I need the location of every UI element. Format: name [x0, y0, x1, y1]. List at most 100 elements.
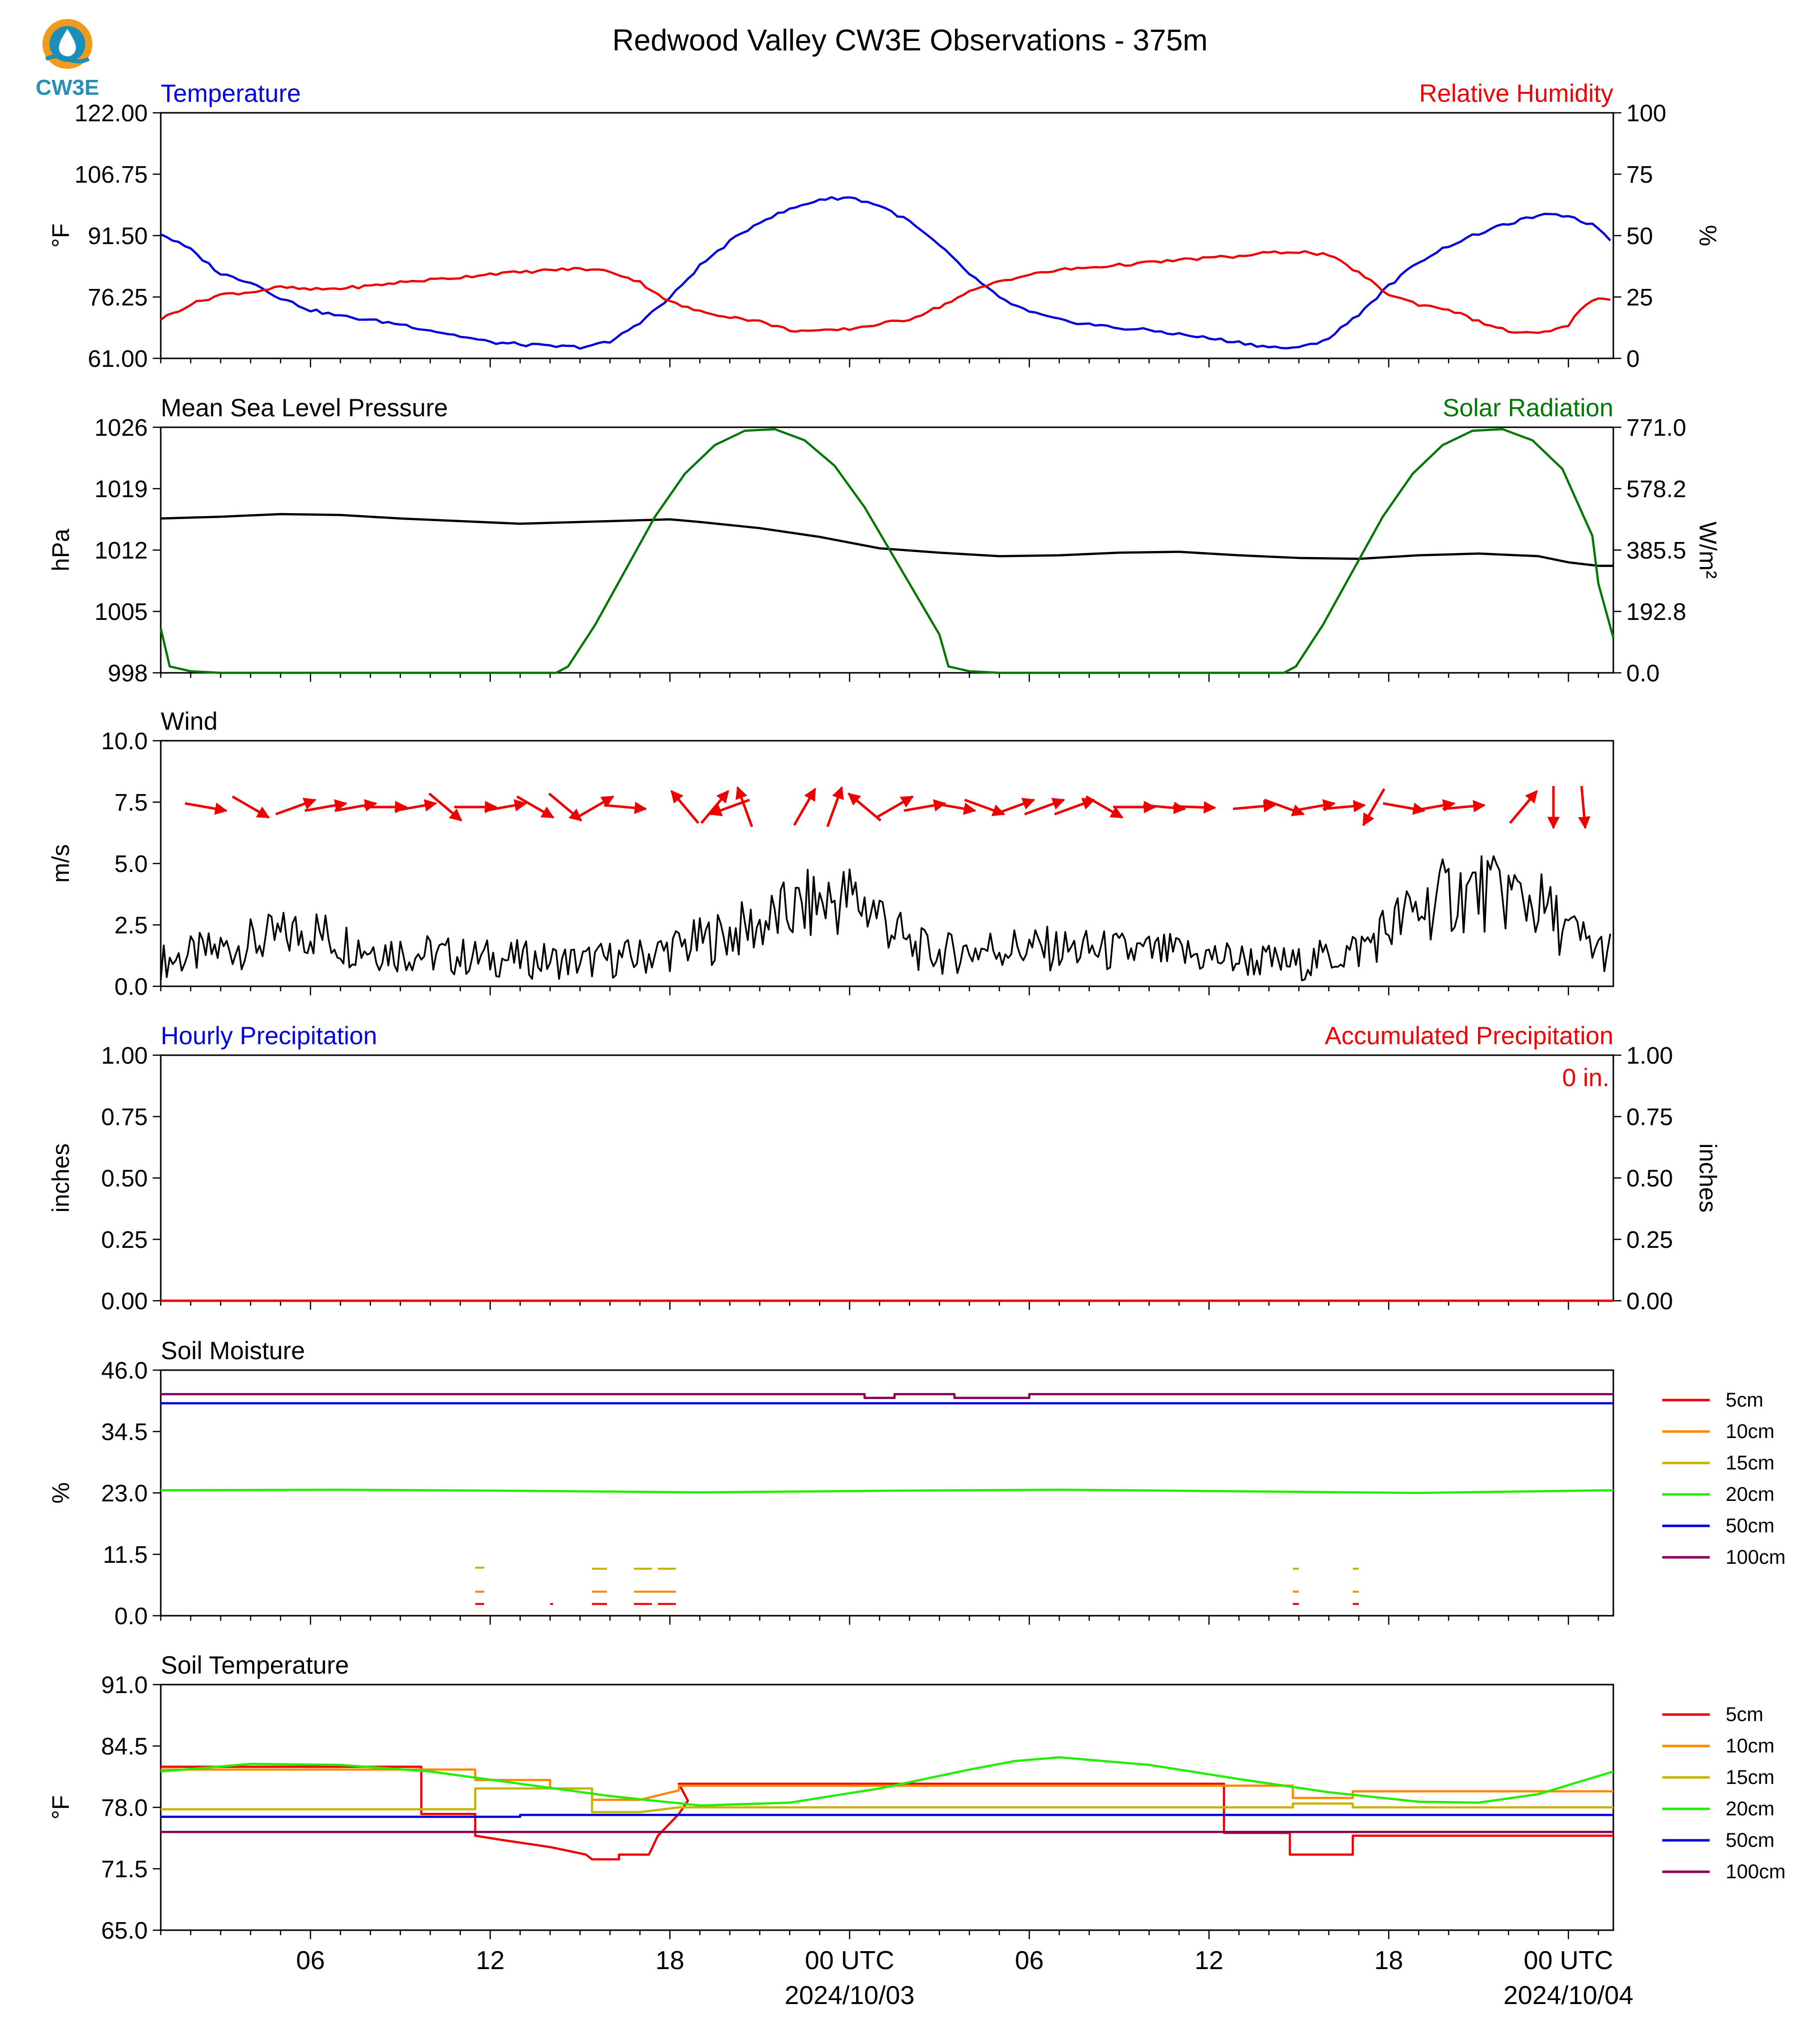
wind-arrow [394, 799, 437, 812]
y-tick-label: 11.5 [103, 1542, 148, 1568]
y-tick-label: 91.0 [101, 1672, 148, 1699]
legend-label: 5cm [1726, 1704, 1764, 1726]
wind-arrow [1173, 801, 1216, 814]
series-15cm [161, 1787, 1613, 1813]
y-axis-label: m/s [48, 844, 74, 882]
wind-arrow [1413, 799, 1456, 812]
time-axis: 06 12 18 00 UTC 06 12 18 00 UTC 2024/10/03 2024/1… [296, 1946, 1633, 2010]
y2-tick-label: 75 [1626, 162, 1653, 188]
logo-drop-icon [59, 29, 76, 56]
plot-frame [160, 740, 1614, 987]
logo-wave-icon [45, 54, 90, 63]
y2-tick-label: 0 [1626, 346, 1640, 372]
series-wind-speed [160, 855, 1611, 981]
y2-axis-label: W/m² [1694, 522, 1721, 579]
wind-arrow [548, 792, 583, 822]
y-tick-label: 0.25 [101, 1227, 148, 1253]
y-axis-label: hPa [48, 529, 74, 572]
wind-arrow [232, 795, 270, 819]
wind-arrow [1263, 799, 1305, 817]
wind-arrow [1143, 802, 1187, 814]
y-tick-label: 10.0 [101, 728, 148, 755]
y-tick-label: 71.5 [101, 1856, 148, 1883]
wind-arrow [793, 788, 817, 826]
panel-precipitation: Hourly Precipitation Accumulated Precipit… [48, 1022, 1721, 1315]
series-5cm [161, 1765, 1613, 1861]
y-tick-label: 61.00 [88, 346, 148, 372]
wind-arrow [185, 802, 228, 815]
legend-label: 100cm [1726, 1861, 1786, 1883]
y-tick-label: 2.5 [114, 912, 148, 939]
panel-soil-moisture: Soil Moisture 46.0 34.5 23.0 11.5 0.0% 5cm 10cm… [48, 1337, 1786, 1630]
panel-title-right: Solar Radiation [1443, 394, 1613, 422]
legend-label: 10cm [1726, 1735, 1775, 1757]
time-tick-label: 06 [296, 1946, 325, 1975]
y2-tick-label: 385.5 [1626, 538, 1686, 564]
y-tick-label: 0.75 [101, 1104, 148, 1131]
wind-arrow [516, 795, 555, 819]
panel-title-left: Temperature [161, 79, 301, 107]
y2-axis-label: inches [1694, 1144, 1721, 1213]
plot-frame [160, 1054, 1614, 1302]
logo-text: CW3E [35, 75, 99, 100]
y-tick-label: 76.25 [88, 285, 148, 311]
y2-tick-label: 0.50 [1626, 1165, 1673, 1192]
y-tick-label: 91.50 [88, 223, 148, 250]
time-tick-label: 12 [476, 1946, 505, 1975]
panel-soil-temperature: Soil Temperature 91.0 84.5 78.0 71.5 65.0 °F 5c… [48, 1651, 1786, 1944]
y2-tick-label: 25 [1626, 285, 1653, 311]
accumulated-annotation: 0 in. [1562, 1064, 1609, 1092]
series-10cm [161, 1768, 1613, 1801]
series-20cm [160, 1756, 1614, 1807]
wind-arrow [275, 798, 316, 816]
y-tick-label: 7.5 [114, 790, 148, 816]
wind-arrow [847, 792, 882, 822]
legend-label: 50cm [1726, 1515, 1775, 1537]
panel-title-left: Hourly Precipitation [161, 1022, 377, 1050]
legend-label: 15cm [1726, 1452, 1775, 1474]
legend-label: 100cm [1726, 1546, 1786, 1568]
y-tick-label: 1.00 [101, 1043, 148, 1069]
time-tick-label: 00 UTC [805, 1946, 894, 1975]
wind-arrow [735, 786, 753, 828]
y2-tick-label: 0.25 [1626, 1227, 1673, 1253]
y-tick-label: 1026 [94, 415, 148, 441]
series-20cm [160, 1488, 1614, 1494]
series-solar-radiation [159, 428, 1615, 674]
y-tick-label: 1012 [94, 538, 148, 564]
y2-tick-label: 1.00 [1626, 1043, 1673, 1069]
panel-title-left: Mean Sea Level Pressure [161, 394, 448, 422]
panel-pressure-solar: Mean Sea Level Pressure Solar Radiation 10… [48, 394, 1721, 687]
wind-arrow [826, 786, 844, 828]
wind-arrow [1322, 800, 1366, 813]
legend-label: 20cm [1726, 1483, 1775, 1505]
wind-arrow [576, 795, 614, 819]
wind-arrow [700, 790, 729, 824]
y2-tick-label: 578.2 [1626, 476, 1686, 503]
panel-title-right: Accumulated Precipitation [1325, 1022, 1613, 1050]
y2-tick-label: 0.0 [1626, 660, 1660, 687]
wind-arrow [670, 790, 699, 824]
wind-arrow [964, 799, 1005, 817]
y2-tick-label: 50 [1626, 223, 1653, 250]
wind-arrow [484, 799, 527, 812]
panel-title-left: Wind [161, 707, 218, 735]
panel-title-left: Soil Temperature [161, 1651, 349, 1679]
panels: Temperature Relative Humidity 122.00 106.75… [48, 79, 1786, 2010]
y-tick-label: 122.00 [74, 100, 148, 127]
legend-label: 15cm [1726, 1766, 1775, 1788]
y-axis-label: °F [48, 224, 74, 248]
y2-tick-label: 192.8 [1626, 599, 1686, 625]
y-tick-label: 46.0 [101, 1358, 148, 1384]
wind-arrow [994, 798, 1035, 816]
legend-label: 10cm [1726, 1421, 1775, 1443]
y-tick-label: 65.0 [101, 1918, 148, 1944]
y-axis-label: % [48, 1482, 74, 1504]
wind-arrow [933, 802, 976, 815]
wind-arrow [1442, 800, 1486, 813]
wind-arrow [1578, 786, 1591, 830]
y-tick-label: 0.0 [114, 1603, 148, 1630]
plot-frame [160, 426, 1614, 674]
series-50cm [161, 1813, 1613, 1818]
